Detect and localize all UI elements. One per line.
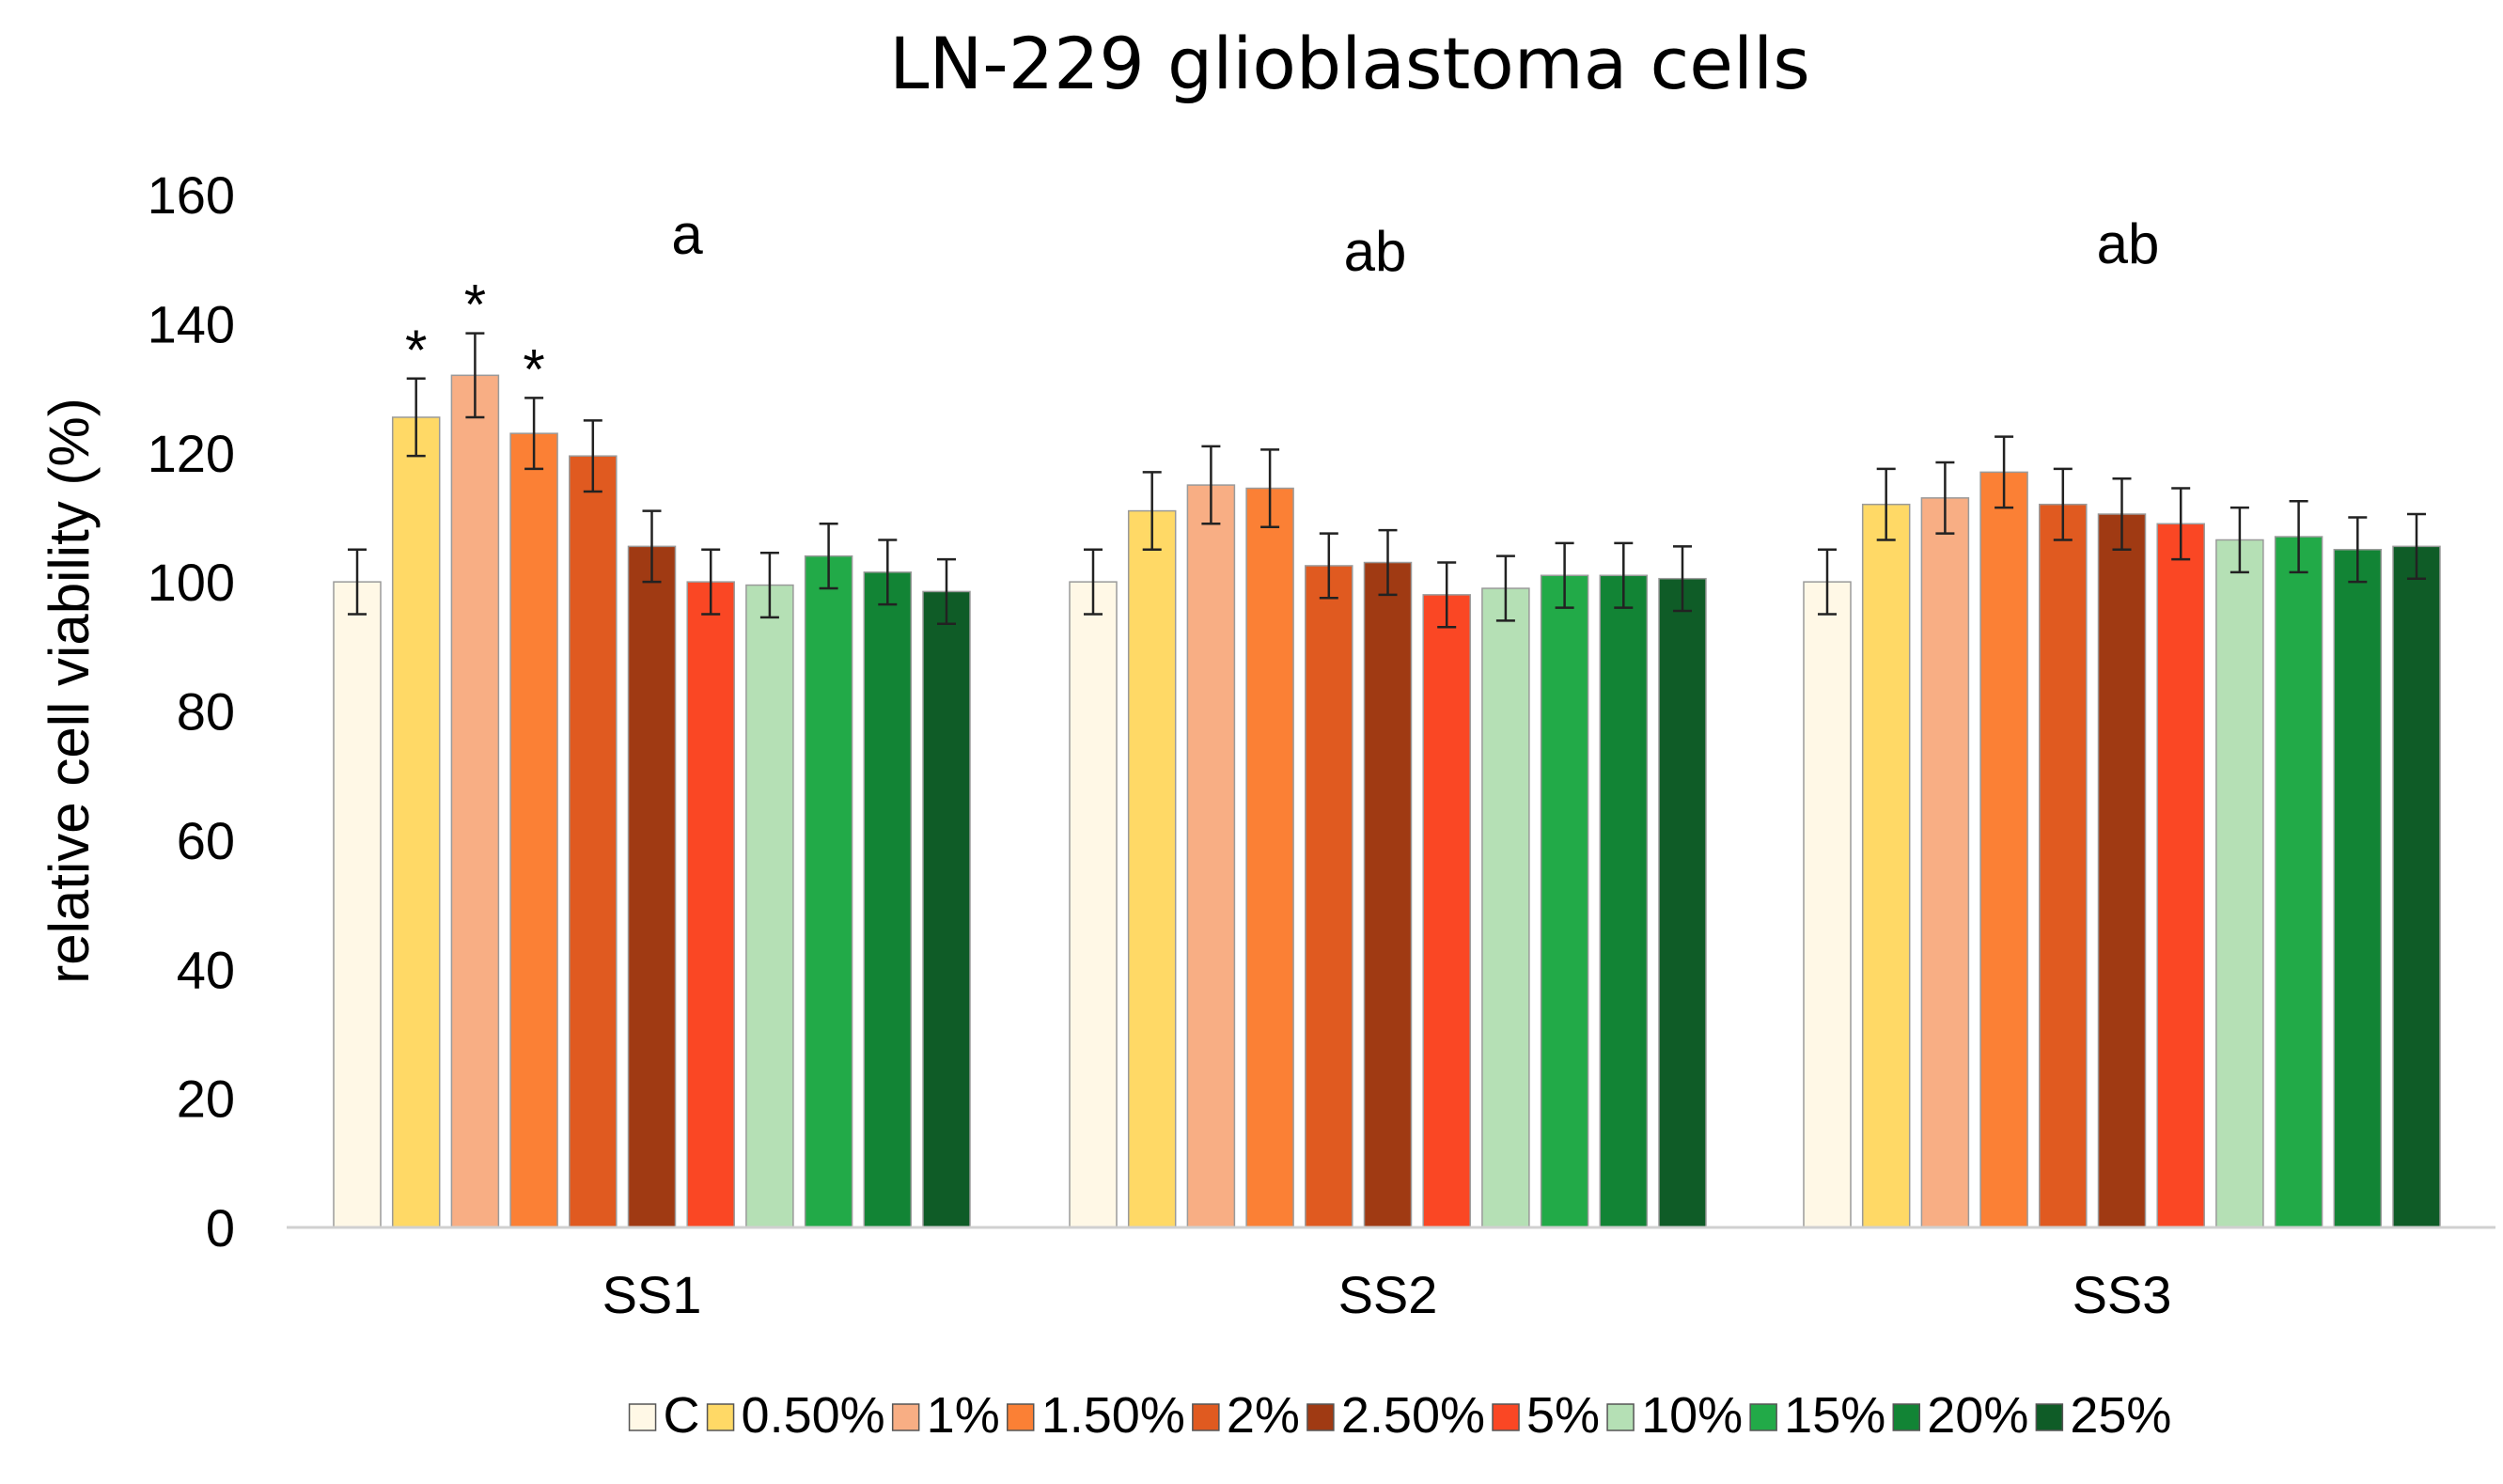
bar [863, 571, 913, 1228]
bar [1127, 509, 1177, 1228]
bar [509, 432, 558, 1228]
bar [1186, 484, 1236, 1228]
legend-swatch [1192, 1403, 1220, 1431]
legend-label: 15% [1784, 1387, 1885, 1444]
legend-label: 10% [1641, 1387, 1743, 1444]
bar [804, 555, 853, 1228]
group-annotation: ab [1344, 220, 1407, 283]
bar [1658, 577, 1707, 1228]
y-axis-ticks: 0 20 40 60 80 100 120 140 160 [148, 165, 235, 1257]
legend-swatch [2035, 1403, 2064, 1431]
bar [922, 590, 971, 1228]
bar [1481, 587, 1530, 1228]
bar [745, 584, 794, 1228]
legend-swatch [1492, 1403, 1520, 1431]
legend-swatch [891, 1403, 920, 1431]
bar [1069, 581, 1118, 1228]
x-tick-label: SS3 [2073, 1265, 2172, 1324]
significance-marker: * [523, 337, 544, 400]
bar [1803, 581, 1852, 1228]
legend-label: 20% [1927, 1387, 2028, 1444]
legend: C 0.50% 1% 1.50% 2% 2.50% 5% 10% 15% 20% 25% [628, 1387, 2171, 1444]
legend-swatch [706, 1403, 735, 1431]
bar [333, 581, 382, 1228]
bar [569, 455, 618, 1228]
bar [1305, 565, 1353, 1228]
y-tick-label: 40 [177, 940, 235, 999]
bar [1599, 574, 1649, 1228]
y-tick-label: 160 [148, 165, 235, 225]
group-annotations: a ab ab [671, 203, 2159, 283]
legend-label: C [664, 1387, 700, 1444]
bar [2392, 545, 2441, 1228]
bar [1245, 487, 1294, 1228]
legend-label: 0.50% [742, 1387, 885, 1444]
bar [391, 416, 441, 1228]
y-axis-label: relative cell viability (%) [38, 398, 101, 984]
x-axis-ticks: SS1 SS2 SS3 [602, 1265, 2172, 1324]
legend-swatch [1606, 1403, 1635, 1431]
legend-label: 2.50% [1341, 1387, 1485, 1444]
bar [1363, 561, 1413, 1228]
legend-label: 2% [1227, 1387, 1300, 1444]
bar [2333, 549, 2383, 1228]
legend-swatch [1749, 1403, 1777, 1431]
y-tick-label: 60 [177, 811, 235, 870]
bar [1979, 471, 2028, 1228]
bar [1540, 574, 1589, 1228]
x-tick-label: SS1 [602, 1265, 702, 1324]
bar [627, 545, 677, 1228]
legend-swatch [1306, 1403, 1335, 1431]
chart-title: LN-229 glioblastoma cells [889, 22, 1810, 105]
legend-swatch [1006, 1403, 1035, 1431]
bar [2156, 523, 2205, 1228]
group-annotation: a [671, 203, 703, 266]
legend-label: 25% [2070, 1387, 2171, 1444]
bar [450, 374, 500, 1228]
significance-marker: * [405, 319, 427, 382]
y-tick-label: 140 [148, 294, 235, 353]
y-tick-label: 80 [177, 682, 235, 742]
y-tick-label: 0 [206, 1198, 235, 1257]
x-tick-label: SS2 [1338, 1265, 1438, 1324]
bar [2039, 503, 2088, 1228]
bar [1422, 594, 1471, 1228]
bar [1920, 497, 1970, 1228]
bar [2274, 536, 2323, 1228]
legend-label: 1.50% [1041, 1387, 1185, 1444]
y-tick-label: 100 [148, 553, 235, 612]
legend-label: 5% [1526, 1387, 1600, 1444]
significance-marker: * [464, 273, 486, 336]
bars-layer: * * * [333, 273, 2441, 1228]
legend-swatch [1892, 1403, 1921, 1431]
legend-swatch [628, 1403, 657, 1431]
bar [686, 581, 735, 1228]
legend-label: 1% [927, 1387, 1000, 1444]
bar [1861, 503, 1911, 1228]
bar [2215, 539, 2264, 1228]
group-annotation: ab [2097, 212, 2160, 275]
y-tick-label: 120 [148, 424, 235, 483]
y-tick-label: 20 [177, 1070, 235, 1129]
bar [2097, 513, 2147, 1228]
